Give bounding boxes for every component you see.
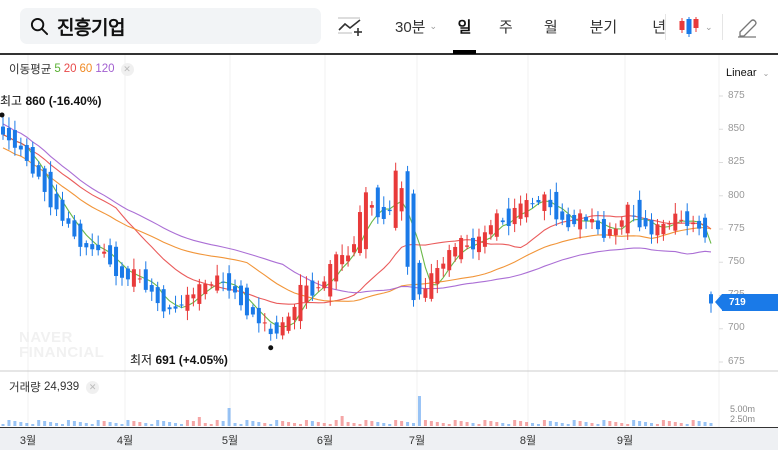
x-label: 8월: [519, 435, 537, 447]
tab-month[interactable]: 월: [543, 19, 558, 36]
tab-quarter[interactable]: 분기: [589, 19, 618, 36]
search-icon: [30, 17, 49, 35]
y-tick: 875: [728, 90, 745, 101]
y-tick: 800: [728, 190, 745, 201]
y-tick: 675: [728, 356, 745, 367]
x-axis: 3월 4월 5월 6월 7월 8월 9월: [0, 427, 778, 450]
ma-60: 60: [79, 63, 93, 75]
high-price-label: 최고 860 (-16.40%): [0, 92, 101, 109]
stock-search-box[interactable]: 진흥기업: [20, 8, 321, 44]
moving-average-legend[interactable]: 이동평균 5 20 60 120 ✕: [9, 61, 134, 77]
ma-5: 5: [54, 63, 61, 75]
chevron-down-icon: ⌄: [429, 21, 438, 31]
x-label: 4월: [116, 435, 134, 447]
chart-area[interactable]: NAVER FINANCIAL 이동평균 5 20 60 120 ✕ 최고 860…: [0, 55, 778, 450]
ma-legend-label: 이동평균: [9, 64, 52, 76]
add-indicator-icon[interactable]: [338, 16, 364, 38]
stock-name: 진흥기업: [57, 17, 125, 39]
tab-day[interactable]: 일: [453, 0, 476, 54]
divider: [665, 14, 666, 40]
volume-value: 24,939: [43, 381, 80, 393]
chevron-down-icon: ⌄: [705, 21, 713, 32]
tab-week[interactable]: 주: [499, 19, 513, 36]
watermark-line: NAVER: [19, 329, 73, 346]
x-label: 9월: [616, 435, 634, 447]
chevron-down-icon: ⌄: [762, 69, 770, 78]
ma-20: 20: [63, 63, 77, 75]
high-prefix: 최고: [0, 94, 23, 108]
volume-legend[interactable]: 거래량 24,939 ✕: [9, 379, 100, 395]
volume-label: 거래량: [9, 382, 41, 394]
divider: [722, 14, 723, 40]
y-tick: 850: [728, 123, 745, 134]
candlestick-plot[interactable]: [0, 55, 778, 427]
volume-tick: 2.50m: [730, 414, 756, 424]
close-icon[interactable]: ✕: [86, 380, 100, 394]
watermark: NAVER FINANCIAL: [19, 330, 104, 360]
low-value: 691 (+4.05%): [155, 353, 228, 367]
low-price-label: 최저 691 (+4.05%): [130, 351, 228, 368]
x-label: 6월: [316, 435, 334, 447]
chart-type-button[interactable]: ⌄: [678, 14, 718, 40]
high-value: 860 (-16.40%): [25, 94, 102, 108]
y-tick: 825: [728, 156, 745, 167]
tab-30min-label: 30분: [395, 19, 426, 36]
volume-tick: 5.00m: [730, 404, 756, 414]
tab-30min[interactable]: 30분 ⌄: [395, 0, 450, 53]
y-tick: 750: [728, 256, 745, 267]
x-label: 7월: [408, 435, 426, 447]
candlestick-icon: [679, 17, 699, 37]
scale-label: Linear: [726, 67, 757, 79]
x-label: 5월: [221, 435, 239, 447]
x-label: 3월: [19, 435, 37, 447]
watermark-line: FINANCIAL: [19, 344, 105, 361]
chart-header: 진흥기업 30분 ⌄ 일 주 월 분기 년 ⌄: [0, 0, 778, 55]
period-tabs: 30분 ⌄ 일 주 월 분기 년: [395, 0, 667, 54]
y-tick: 775: [728, 223, 745, 234]
ma-120: 120: [95, 63, 115, 75]
scale-selector[interactable]: Linear ⌄: [726, 67, 769, 79]
y-tick: 700: [728, 322, 745, 333]
close-icon[interactable]: ✕: [120, 62, 134, 76]
current-price-tag: 719: [715, 294, 778, 311]
low-prefix: 최저: [130, 353, 153, 367]
pencil-icon[interactable]: [736, 16, 758, 38]
tab-year[interactable]: 년: [652, 19, 667, 36]
